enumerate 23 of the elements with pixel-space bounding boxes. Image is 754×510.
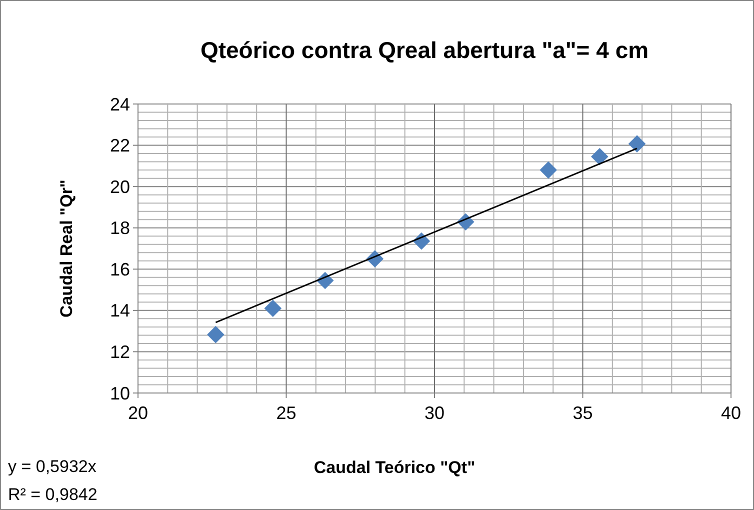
point bbox=[628, 135, 646, 152]
y-tick-label: 24 bbox=[110, 94, 130, 114]
point bbox=[207, 326, 224, 344]
y-tick-label: 20 bbox=[110, 176, 130, 197]
x-tick-label: 35 bbox=[572, 403, 593, 423]
y-tick-label: 18 bbox=[110, 218, 130, 238]
y-tick-label: 16 bbox=[110, 259, 130, 280]
y-tick-label: 10 bbox=[110, 383, 130, 404]
x-tick-label: 30 bbox=[424, 403, 445, 423]
point bbox=[264, 300, 282, 318]
y-axis-title: Caudal Real "Qr" bbox=[57, 180, 76, 318]
x-tick-label: 25 bbox=[276, 403, 296, 423]
text: R² = 0,9842 bbox=[8, 485, 98, 504]
x-axis-title: Caudal Teórico "Qt" bbox=[314, 458, 476, 477]
x-tick-label: 40 bbox=[720, 403, 742, 423]
y-tick-label: 22 bbox=[110, 136, 130, 156]
x-tick-label: 20 bbox=[128, 403, 148, 423]
y-tick-label: 14 bbox=[110, 300, 130, 321]
point bbox=[590, 148, 608, 166]
text: y = 0,5932x bbox=[8, 457, 97, 476]
chart-title: Qteórico contra Qreal abertura "a"= 4 cm bbox=[200, 37, 649, 63]
y-tick-label: 12 bbox=[110, 342, 130, 362]
point bbox=[540, 161, 558, 179]
